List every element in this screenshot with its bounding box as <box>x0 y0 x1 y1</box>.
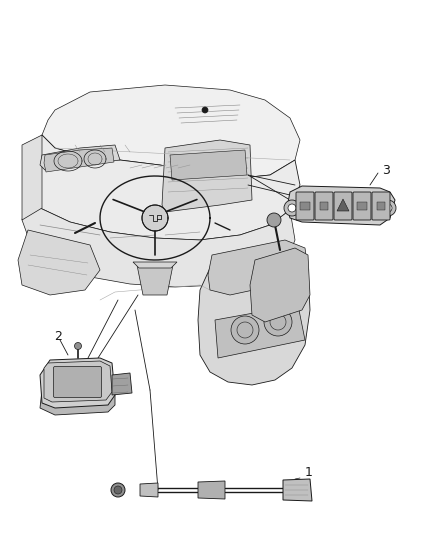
Bar <box>377 202 385 210</box>
Polygon shape <box>133 262 177 268</box>
Polygon shape <box>28 135 300 240</box>
Circle shape <box>380 200 396 216</box>
Bar <box>300 202 310 210</box>
Circle shape <box>284 200 300 216</box>
FancyBboxPatch shape <box>372 192 390 220</box>
Polygon shape <box>283 479 312 501</box>
FancyBboxPatch shape <box>315 192 333 220</box>
Polygon shape <box>40 390 115 415</box>
Polygon shape <box>208 240 308 295</box>
Text: 3: 3 <box>382 164 390 176</box>
Circle shape <box>288 204 296 212</box>
Bar <box>357 202 367 210</box>
Polygon shape <box>40 145 120 170</box>
Polygon shape <box>287 186 395 225</box>
Polygon shape <box>42 85 300 178</box>
Polygon shape <box>40 358 115 408</box>
Polygon shape <box>162 140 252 212</box>
Polygon shape <box>44 148 114 172</box>
Polygon shape <box>198 481 225 499</box>
Circle shape <box>142 205 168 231</box>
Polygon shape <box>170 150 247 180</box>
Text: 2: 2 <box>54 329 62 343</box>
Circle shape <box>114 486 122 494</box>
FancyBboxPatch shape <box>296 192 314 220</box>
Polygon shape <box>22 135 42 220</box>
FancyBboxPatch shape <box>53 367 102 398</box>
Polygon shape <box>44 361 112 402</box>
Circle shape <box>111 483 125 497</box>
Polygon shape <box>112 373 132 395</box>
Polygon shape <box>337 199 349 211</box>
Polygon shape <box>198 252 310 385</box>
Circle shape <box>231 316 259 344</box>
Circle shape <box>267 213 281 227</box>
FancyBboxPatch shape <box>353 192 371 220</box>
Polygon shape <box>215 305 305 358</box>
Polygon shape <box>140 483 158 497</box>
Polygon shape <box>18 230 100 295</box>
Polygon shape <box>250 248 310 322</box>
Circle shape <box>264 308 292 336</box>
FancyBboxPatch shape <box>334 192 352 220</box>
Polygon shape <box>22 188 295 287</box>
Circle shape <box>384 204 392 212</box>
Bar <box>320 202 328 210</box>
Polygon shape <box>137 265 173 295</box>
Circle shape <box>202 107 208 113</box>
Text: 1: 1 <box>305 466 313 480</box>
Circle shape <box>74 343 81 350</box>
